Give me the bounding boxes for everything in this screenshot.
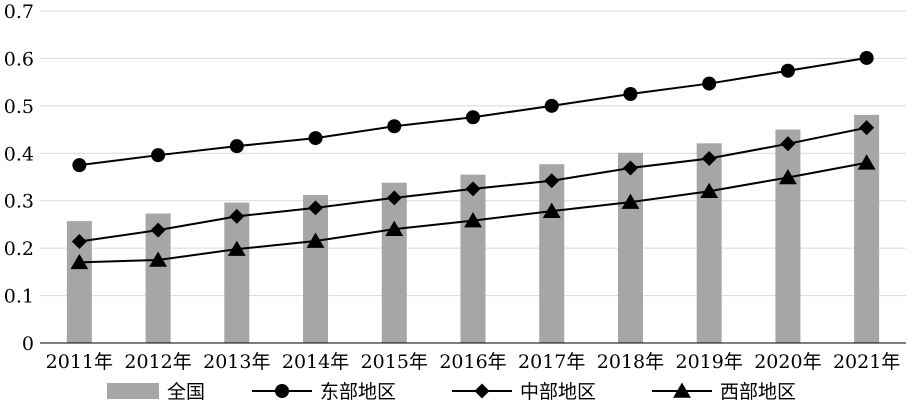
legend-label: 中部地区 [520,381,596,403]
line-series [70,50,876,270]
legend-label: 东部地区 [320,381,396,403]
bar-全国 [224,202,250,343]
point-中部地区 [622,160,638,176]
point-中部地区 [308,200,324,216]
legend-item: 西部地区 [652,381,796,403]
point-西部地区 [149,251,168,267]
legend: 全国 东部地区 中部地区 西部地区 [107,381,796,403]
y-tick-label: 0.7 [4,1,34,23]
x-tick-label: 2011年 [46,351,113,373]
bar-全国 [775,129,801,343]
point-西部地区 [385,220,404,236]
legend-marker [474,383,490,399]
x-tick-label: 2014年 [282,351,349,373]
point-中部地区 [71,234,87,250]
point-东部地区 [623,87,638,101]
bar-全国 [303,195,329,343]
x-tick-label: 2016年 [439,351,506,373]
point-东部地区 [151,148,166,163]
x-tick-label: 2017年 [518,351,585,373]
point-中部地区 [859,120,875,136]
legend-label: 全国 [167,381,205,403]
x-tick-label: 2020年 [754,351,821,373]
point-西部地区 [542,202,561,218]
point-东部地区 [544,98,559,113]
point-东部地区 [387,119,402,134]
point-西部地区 [70,253,89,270]
bar-全国 [854,114,880,344]
point-西部地区 [700,182,719,199]
point-中部地区 [386,190,402,206]
point-东部地区 [702,76,717,91]
legend-item: 中部地区 [452,381,596,403]
point-东部地区 [229,139,244,154]
point-西部地区 [306,232,325,248]
y-tick-label: 0.3 [4,191,34,213]
x-tick-label: 2018年 [597,351,664,373]
x-tick-label: 2013年 [203,351,270,373]
point-东部地区 [859,50,874,65]
point-东部地区 [780,63,795,78]
y-axis-tick-labels: 0 0.1 0.2 0.3 0.4 0.5 0.6 0.7 [4,1,34,355]
point-西部地区 [778,168,797,185]
y-tick-label: 0.6 [4,48,34,70]
y-tick-label: 0.5 [4,96,34,118]
legend-marker [275,384,289,398]
legend-swatch [107,383,159,399]
bar-全国 [617,152,643,343]
y-tick-label: 0.4 [4,143,34,165]
x-axis-tick-labels: 2011年 2012年 2013年 2014年 2015年 2016年 2017年 2018年… [46,351,901,373]
legend-label: 西部地区 [720,381,796,403]
point-东部地区 [72,158,87,173]
y-tick-label: 0 [22,333,34,355]
y-tick-label: 0.1 [4,286,34,308]
legend-item: 东部地区 [252,381,396,403]
x-tick-label: 2021年 [833,351,900,373]
point-西部地区 [621,193,640,209]
x-tick-label: 2015年 [361,351,428,373]
point-西部地区 [227,240,246,256]
bar-全国 [381,182,407,343]
point-中部地区 [780,136,796,152]
legend-marker [673,382,691,398]
x-tick-label: 2019年 [676,351,743,373]
point-中部地区 [229,208,245,224]
point-中部地区 [150,222,166,238]
legend-item: 全国 [107,381,205,403]
point-西部地区 [857,154,876,170]
bar-全国 [460,174,486,343]
x-tick-label: 2012年 [124,351,191,373]
point-中部地区 [544,173,560,189]
point-东部地区 [466,110,480,125]
bar-全国 [539,164,565,343]
point-西部地区 [464,212,482,228]
point-东部地区 [308,131,323,146]
y-tick-label: 0.2 [4,238,34,260]
point-中部地区 [465,181,481,197]
point-中部地区 [701,151,717,167]
bar-全国 [696,143,722,343]
